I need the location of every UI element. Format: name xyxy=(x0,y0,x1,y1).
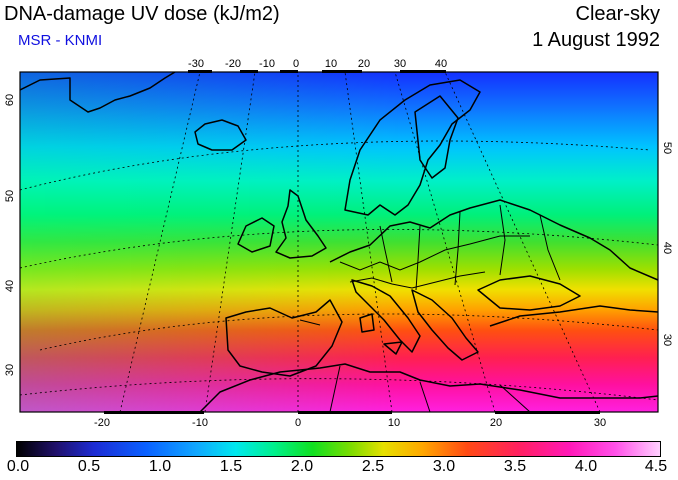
bottom-scale-band xyxy=(104,411,600,414)
colorbar-tick-label: 0.0 xyxy=(6,458,30,475)
colorbar-tick-label: 2.5 xyxy=(361,458,385,475)
map-title: DNA-damage UV dose (kJ/m2) xyxy=(4,3,280,25)
black-sea-coast xyxy=(477,275,581,311)
graticule xyxy=(20,72,658,412)
colorbar-tick-label: 1.5 xyxy=(219,458,243,475)
colorbar-tick-label: 4.0 xyxy=(574,458,598,475)
colorbar-tick-label: 4.5 xyxy=(644,458,668,475)
iberia-coast xyxy=(225,299,343,377)
left-lat-label: 50 xyxy=(4,190,16,202)
left-lat-label: 60 xyxy=(4,94,16,106)
top-lon-label: 40 xyxy=(435,58,447,70)
bottom-lon-label: 0 xyxy=(295,417,301,429)
source-label: MSR - KNMI xyxy=(18,32,103,49)
bottom-lon-label: -10 xyxy=(192,417,208,429)
north-africa-coast xyxy=(199,363,658,412)
turkey-coast xyxy=(489,305,658,327)
left-lat-label: 40 xyxy=(4,280,16,292)
bottom-lon-label: 30 xyxy=(594,417,606,429)
top-lon-label: 0 xyxy=(293,58,299,70)
ireland-coast xyxy=(237,217,275,253)
greenland-coast xyxy=(20,72,176,113)
bottom-lon-label: -20 xyxy=(94,417,110,429)
colorbar-tick-label: 3.0 xyxy=(432,458,456,475)
top-lon-label: 10 xyxy=(325,58,337,70)
right-lat-label: 30 xyxy=(661,334,673,346)
country-borders xyxy=(299,204,561,412)
top-scale-band xyxy=(188,70,446,73)
british-isles-coast xyxy=(275,189,327,259)
top-lon-label: -30 xyxy=(188,58,204,70)
right-lat-label: 40 xyxy=(661,242,673,254)
colorbar-tick-label: 3.5 xyxy=(503,458,527,475)
top-lon-label: -10 xyxy=(259,58,275,70)
finland-coast xyxy=(414,95,459,179)
colorbar-tick-label: 0.5 xyxy=(77,458,101,475)
sky-condition: Clear-sky xyxy=(575,3,660,25)
iceland-coast xyxy=(194,119,247,151)
scandinavia-coast xyxy=(344,79,481,216)
top-lon-label: 20 xyxy=(358,58,370,70)
coastlines xyxy=(20,72,658,412)
bottom-lon-label: 20 xyxy=(490,417,502,429)
top-lon-label: -20 xyxy=(225,58,241,70)
continent-coast xyxy=(329,199,658,281)
sicily-sardinia xyxy=(359,313,403,355)
colorbar-tick-label: 1.0 xyxy=(148,458,172,475)
left-lat-label: 30 xyxy=(4,364,16,376)
colorbar-tick-label: 2.0 xyxy=(290,458,314,475)
italy-coast xyxy=(351,279,421,353)
bottom-lon-label: 10 xyxy=(388,417,400,429)
top-lon-label: 30 xyxy=(394,58,406,70)
right-lat-label: 50 xyxy=(661,142,673,154)
map-date: 1 August 1992 xyxy=(532,29,660,51)
balkan-coast xyxy=(411,289,479,361)
color-scale-bar xyxy=(16,441,661,457)
